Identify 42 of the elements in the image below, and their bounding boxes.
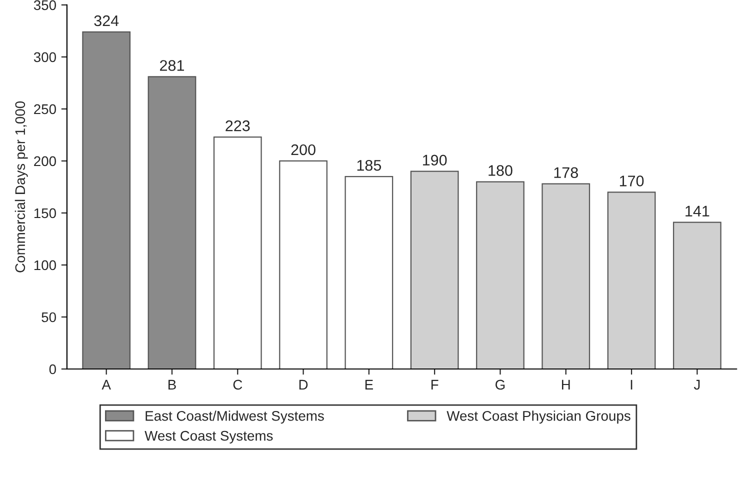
data-label: 185 <box>357 160 382 171</box>
x-tick-label: F <box>431 380 438 390</box>
y-axis-title: Commercial Days per 1,000 <box>14 101 28 272</box>
data-label: 178 <box>554 167 578 178</box>
legend-label: East Coast/Midwest Systems <box>146 410 324 424</box>
x-tick-label: D <box>299 380 308 390</box>
y-tick-label: 250 <box>34 104 56 114</box>
x-tick-label: G <box>496 380 505 390</box>
bar <box>148 76 196 369</box>
y-tick-label: 0 <box>49 364 56 374</box>
y-tick-label: 200 <box>34 156 56 166</box>
data-label: 141 <box>686 206 710 216</box>
legend-label: West Coast Systems <box>144 430 273 444</box>
x-tick-label: C <box>233 380 242 390</box>
bar <box>344 176 394 369</box>
y-tick-label: 350 <box>34 0 56 10</box>
x-tick-label: I <box>630 380 632 390</box>
x-tick-label: E <box>365 380 373 390</box>
y-tick-label: 100 <box>34 260 56 270</box>
legend-label: West Coast Physician Groups <box>446 410 630 424</box>
data-label: 180 <box>488 165 512 176</box>
bar <box>82 31 131 369</box>
x-tick-label: B <box>168 380 176 390</box>
data-label: 190 <box>423 154 447 166</box>
y-tick-label: 50 <box>42 312 56 322</box>
bar <box>672 222 722 369</box>
bar <box>542 183 590 369</box>
data-label: 170 <box>620 176 644 186</box>
bar <box>279 160 328 369</box>
data-label: 324 <box>94 15 119 26</box>
data-label: 223 <box>226 120 250 132</box>
x-tick-label: A <box>102 380 111 390</box>
y-tick-label: 150 <box>34 208 56 218</box>
bar <box>476 181 524 369</box>
data-label: 281 <box>160 60 184 71</box>
x-tick-label: H <box>562 380 570 390</box>
bar <box>607 192 656 369</box>
y-tick-label: 300 <box>34 52 56 62</box>
x-tick-label: J <box>694 380 700 390</box>
bar <box>410 170 459 369</box>
bar <box>213 136 262 369</box>
data-label: 200 <box>291 144 316 156</box>
